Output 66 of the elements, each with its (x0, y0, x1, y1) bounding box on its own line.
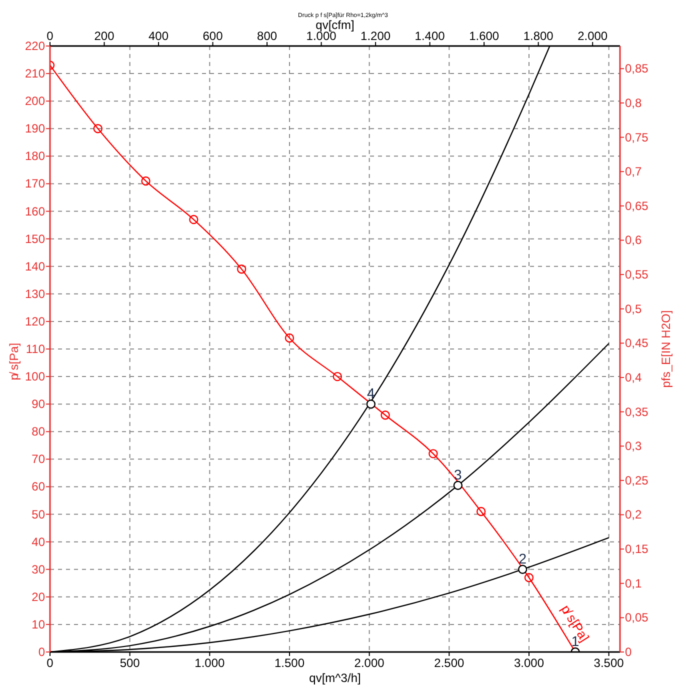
x2-tick-label: 1.800 (523, 29, 554, 43)
y2-tick-label: 0,2 (625, 508, 642, 522)
y2-tick-label: 0,3 (625, 439, 642, 454)
x-tick-label: 1.000 (194, 656, 226, 670)
y2-tick-label: 0,4 (625, 370, 642, 384)
y-tick-label: 80 (32, 424, 46, 439)
y2-axis-title: pfs_E[IN H2O] (659, 310, 673, 388)
y-tick-label: 20 (32, 590, 46, 604)
x2-tick-label: 400 (148, 29, 169, 43)
x-tick-label: 3.000 (514, 656, 544, 670)
y-tick-label: 10 (32, 617, 46, 632)
y2-tick-label: 0,05 (625, 610, 649, 625)
annotation: 3 (454, 466, 462, 482)
y-tick-label: 90 (32, 397, 46, 412)
x2-tick-label: 0 (46, 29, 54, 43)
y-tick-label: 150 (24, 232, 46, 246)
x-tick-label: 1.500 (274, 656, 305, 670)
x2-tick-label: 1.600 (469, 29, 500, 43)
y-tick-label: 70 (32, 452, 46, 466)
x-tick-label: 500 (120, 656, 140, 670)
y-tick-label: 40 (32, 534, 46, 549)
y-tick-label: 110 (26, 342, 46, 356)
y-tick-label: 220 (24, 39, 46, 53)
y-axis-title: p̸ s[Pa] (7, 342, 21, 380)
y-tick-label: 180 (24, 149, 46, 164)
y-tick-label: 190 (24, 122, 46, 136)
y2-tick-label: 0,1 (625, 576, 642, 590)
y-tick-label: 140 (24, 259, 46, 274)
y-tick-label: 170 (24, 176, 46, 191)
y2-tick-label: 0,35 (625, 404, 649, 419)
x2-axis-title: qv[cfm] (316, 18, 354, 32)
y-tick-label: 130 (24, 286, 46, 301)
y2-tick-label: 0,8 (625, 96, 642, 110)
y-tick-label: 100 (24, 370, 46, 384)
x-tick-label: 2.500 (434, 656, 464, 670)
y2-tick-label: 0,55 (625, 268, 649, 282)
y2-tick-label: 0,6 (625, 233, 642, 248)
y2-tick-label: 0,15 (625, 542, 649, 556)
x2-tick-label: 200 (94, 29, 115, 43)
y2-tick-label: 0,7 (625, 164, 642, 179)
annotation: 2 (518, 550, 527, 566)
y2-tick-label: 0,25 (625, 473, 649, 488)
x-tick-label: 0 (46, 656, 54, 670)
y-tick-label: 60 (32, 480, 46, 494)
y2-tick-label: 0 (625, 645, 632, 659)
x2-tick-label: 2.000 (578, 29, 608, 43)
x2-tick-label: 600 (202, 29, 224, 43)
y2-tick-label: 0,65 (625, 198, 649, 213)
y2-tick-label: 0,5 (625, 302, 642, 316)
y-tick-label: 210 (24, 66, 46, 81)
y2-tick-label: 0,45 (625, 336, 649, 350)
y-tick-label: 120 (24, 314, 46, 328)
y-tick-label: 30 (32, 562, 46, 576)
y-tick-label: 160 (24, 204, 46, 218)
y-tick-label: 50 (32, 507, 46, 522)
y-tick-label: 0 (38, 645, 46, 659)
x-axis-title: qv[m^3/h] (309, 671, 361, 685)
y-tick-label: 200 (24, 94, 46, 108)
annotation: 4 (367, 385, 376, 402)
x-tick-label: 2.000 (354, 656, 385, 670)
x2-tick-label: 1.400 (414, 29, 446, 43)
y2-tick-label: 0,85 (625, 62, 649, 76)
x-tick-label: 3.500 (594, 656, 624, 670)
x2-tick-label: 800 (257, 29, 278, 43)
y2-tick-label: 0,75 (625, 130, 649, 144)
x2-tick-label: 1.200 (360, 29, 391, 43)
